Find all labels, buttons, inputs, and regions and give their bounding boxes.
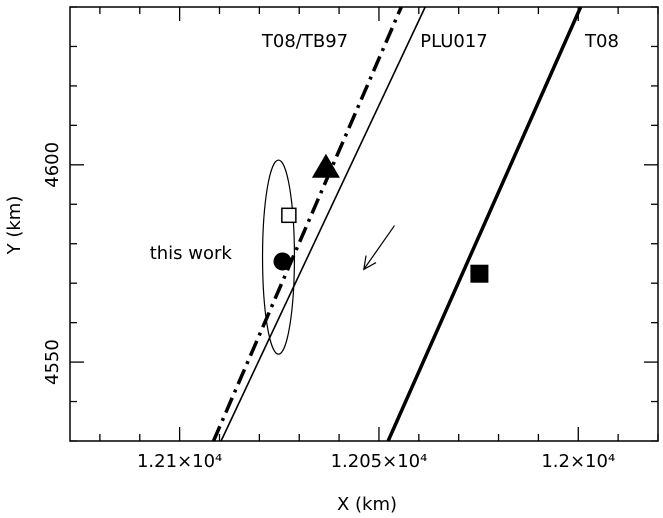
- arrow-head: [363, 255, 377, 271]
- series-line-plu017: [220, 6, 426, 442]
- tick-labels: 1.21×10⁴ 1.205×10⁴ 1.2×10⁴ 4550 4600: [42, 142, 615, 472]
- line-labels: T08/TB97 PLU017 T08: [261, 31, 619, 52]
- line-label: T08: [584, 31, 619, 52]
- x-axis-label: X (km): [337, 494, 397, 515]
- x-tick-label: 1.205×10⁴: [331, 451, 428, 472]
- tick-marks: [70, 6, 659, 442]
- marker-triangle: [311, 153, 340, 178]
- marker-filled-square: [470, 264, 489, 283]
- marker-open-square: [281, 207, 297, 224]
- annotations: this work: [150, 225, 395, 271]
- line-label: T08/TB97: [261, 31, 348, 52]
- x-tick-label: 1.21×10⁴: [137, 451, 222, 472]
- plot-frame: [69, 6, 659, 442]
- series-line-t08-tb97: [211, 6, 403, 442]
- direction-arrow: [363, 225, 395, 270]
- error-ellipse: [261, 159, 296, 355]
- y-axis-label: Y (km): [4, 196, 25, 256]
- series-lines: [211, 6, 583, 442]
- annotation-text: this work: [150, 243, 233, 264]
- x-tick-label: 1.2×10⁴: [541, 451, 615, 472]
- y-tick-label: 4550: [42, 339, 63, 385]
- series-line-t08: [386, 6, 583, 442]
- y-tick-label: 4600: [42, 142, 63, 188]
- line-label: PLU017: [420, 31, 488, 52]
- overlays: [261, 153, 489, 355]
- marker-circle: [273, 252, 292, 271]
